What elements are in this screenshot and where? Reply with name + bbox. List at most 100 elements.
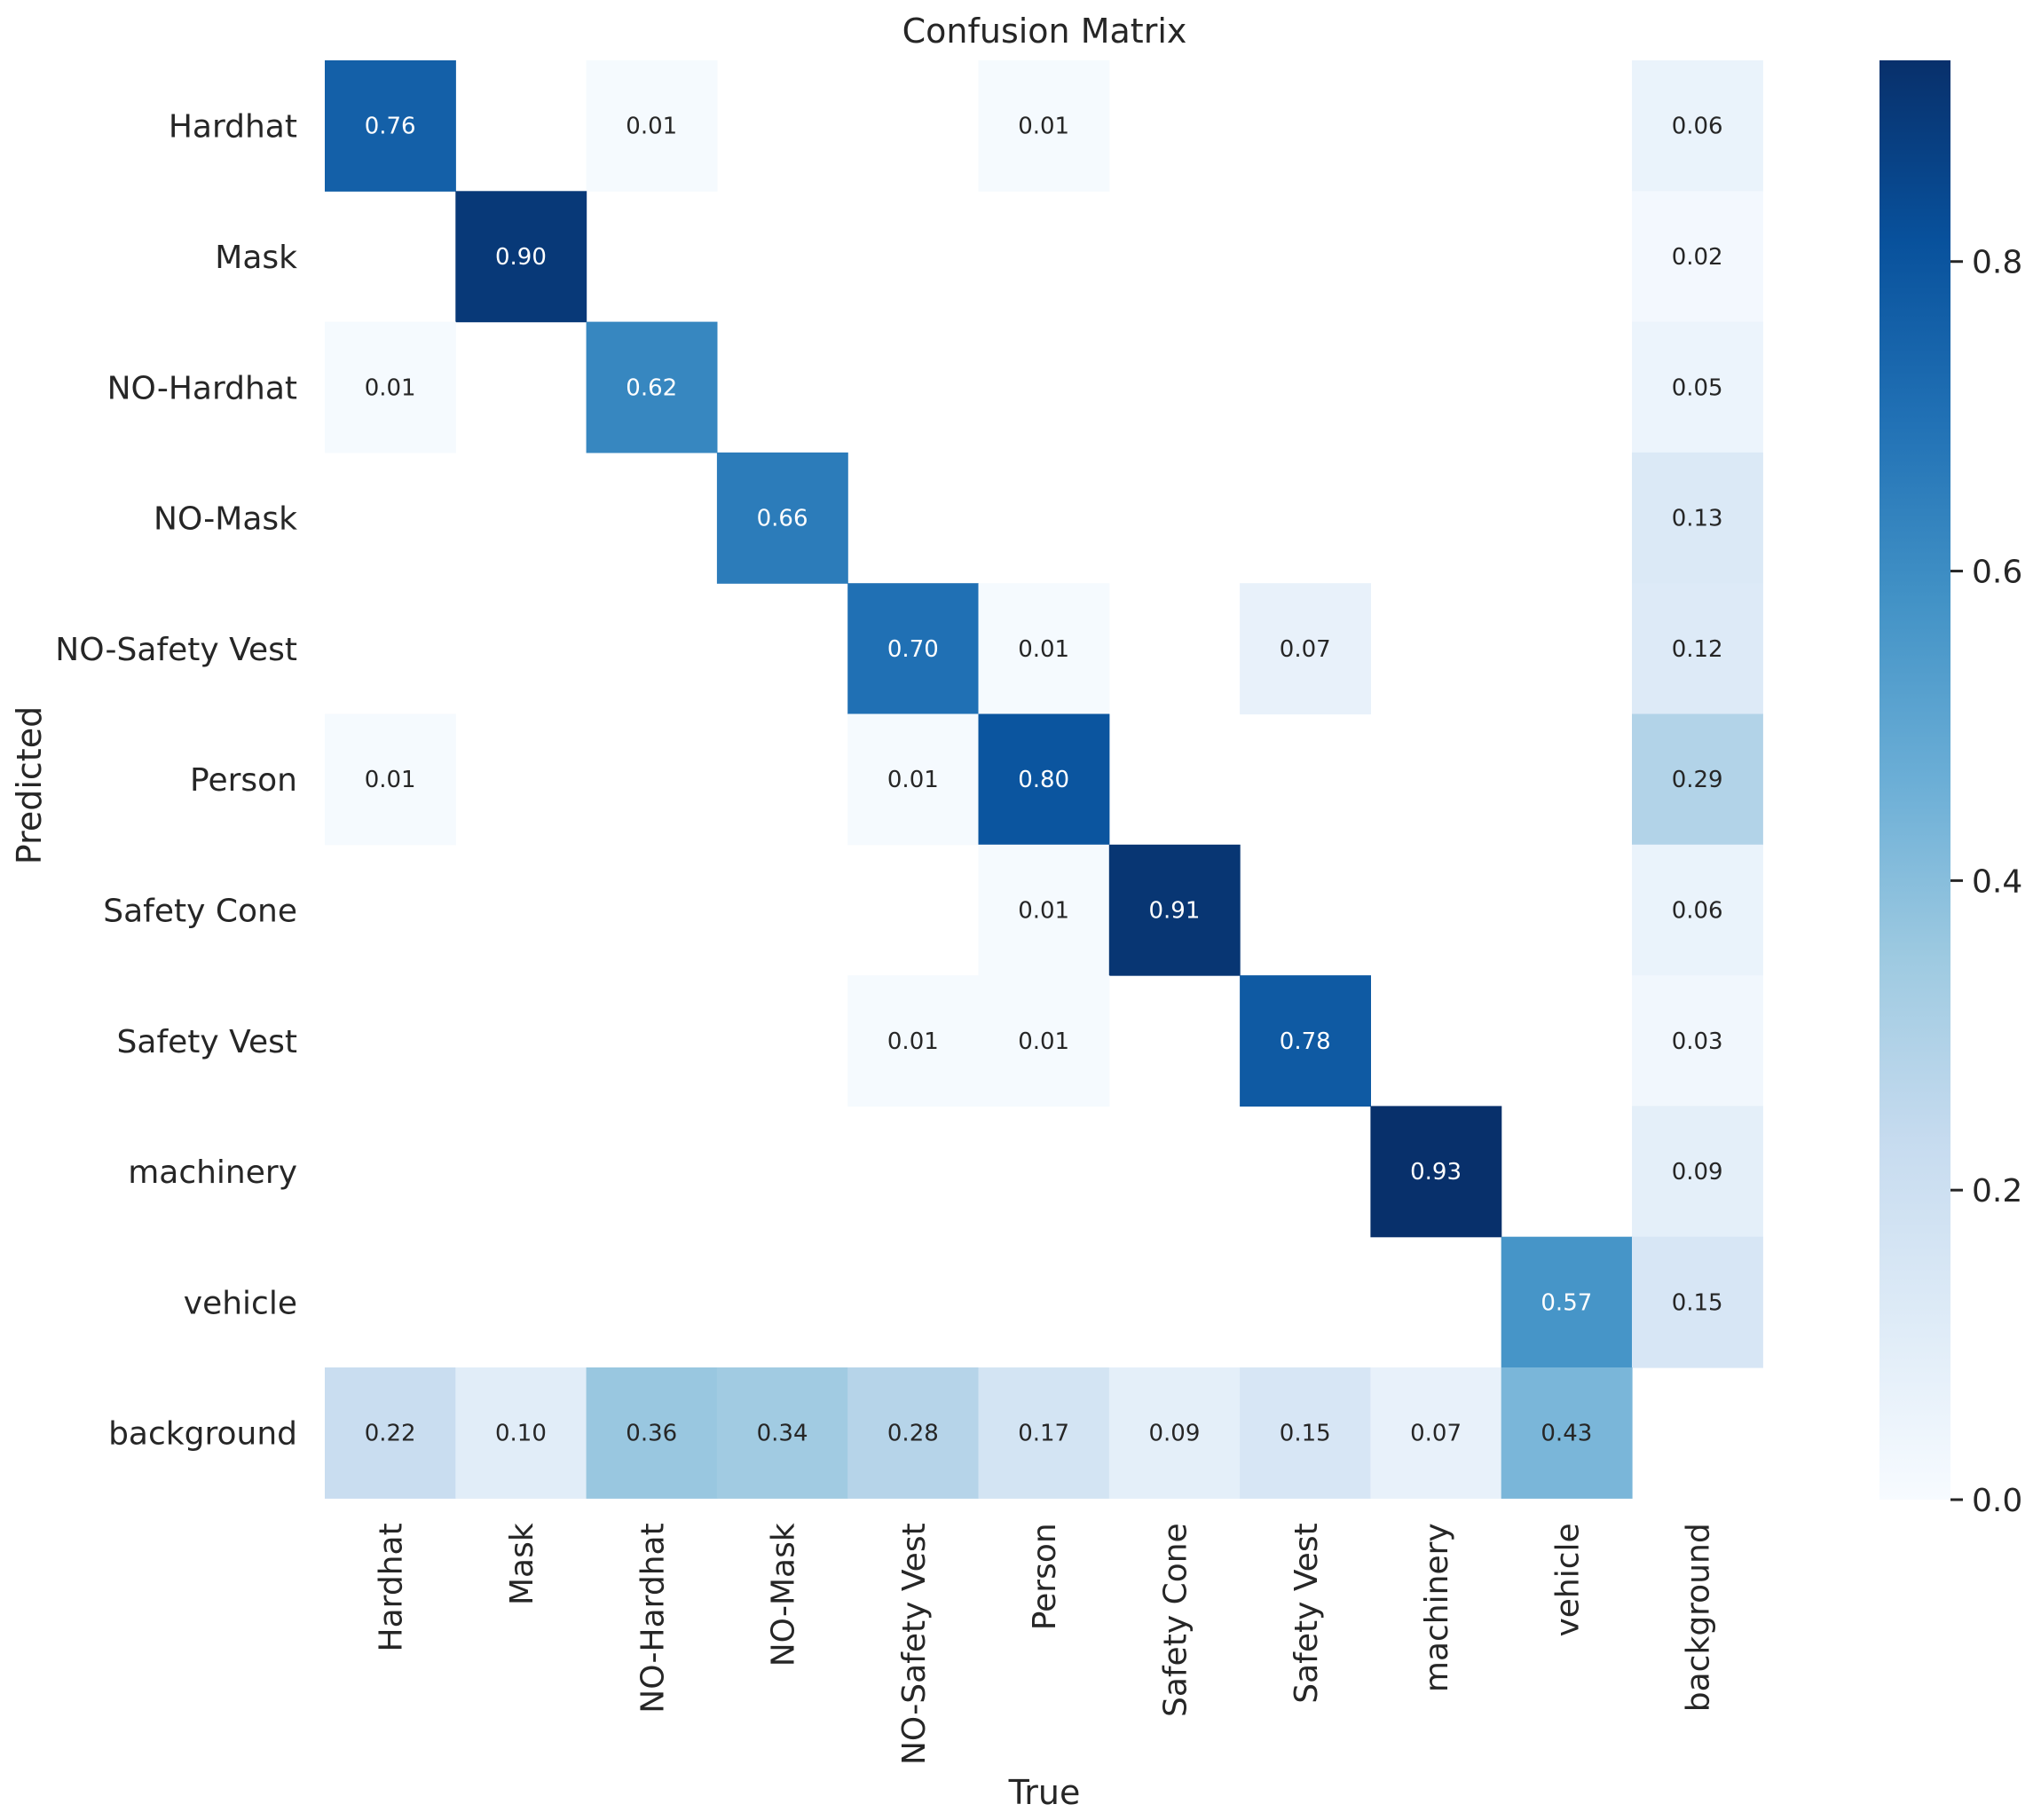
cell-value-label: 0.22 [365,1421,416,1447]
cell-value-label: 0.07 [1410,1421,1462,1447]
heatmap-cell [586,321,718,453]
cell-value-label: 0.70 [887,636,939,663]
y-axis-label: Predicted [10,706,49,864]
heatmap-cell [978,60,1110,192]
heatmap-cell [1632,60,1763,192]
cell-value-label: 0.01 [887,1028,939,1055]
cell-value-label: 0.29 [1672,767,1723,793]
cell-value-label: 0.01 [1018,114,1069,140]
heatmap-cell [325,60,456,192]
heatmap-cell [455,1367,587,1499]
colorbar-tick-label: 0.4 [1972,863,2022,900]
x-tick-label: NO-Mask [766,1523,802,1666]
x-tick-label: Hardhat [374,1523,410,1651]
heatmap-cell [325,321,456,453]
heatmap-cell [1240,583,1371,715]
cell-value-label: 0.09 [1672,1159,1723,1186]
chart-title: Confusion Matrix [902,12,1187,51]
cell-value-label: 0.01 [365,374,416,401]
cell-value-label: 0.10 [495,1421,547,1447]
x-tick-label: NO-Hardhat [634,1523,671,1713]
colorbar [1879,60,1950,1500]
cell-value-label: 0.03 [1672,1028,1723,1055]
heatmap-cell [1632,452,1763,584]
heatmap-cell [325,1367,456,1499]
cell-value-label: 0.76 [365,114,416,140]
heatmap-cell [847,975,980,1107]
heatmap-cell [586,60,718,192]
x-tick-label: Person [1027,1523,1063,1630]
cell-value-label: 0.15 [1672,1289,1723,1316]
heatmap-cell [1632,191,1763,323]
cell-value-label: 0.05 [1672,374,1723,401]
heatmap-cell [978,713,1110,846]
cell-value-label: 0.12 [1672,636,1723,663]
y-tick-label: Safety Vest [117,1024,297,1060]
cell-value-label: 0.09 [1149,1421,1201,1447]
cell-value-label: 0.57 [1541,1289,1592,1316]
cell-value-label: 0.90 [495,244,547,271]
cell-value-label: 0.01 [1018,636,1069,663]
heatmap-cell [1501,1236,1633,1368]
heatmap-cell [1108,844,1241,976]
x-tick-label: vehicle [1549,1523,1586,1636]
heatmap-cells [325,60,1763,1499]
cell-value-label: 0.28 [887,1421,939,1447]
y-tick-label: Hardhat [169,109,297,146]
heatmap-cell [1370,1367,1502,1499]
cell-value-label: 0.17 [1018,1421,1069,1447]
x-tick-label: machinery [1419,1523,1455,1692]
y-tick-label: background [108,1416,297,1453]
heatmap-cell [716,452,848,584]
heatmap-cell [1370,1106,1502,1238]
heatmap-cell [1501,1367,1633,1499]
cell-value-label: 0.13 [1672,506,1723,532]
y-tick-label: NO-Safety Vest [55,632,297,668]
cell-value-label: 0.01 [365,767,416,793]
y-tick-label: Person [190,762,297,799]
cell-value-label: 0.93 [1410,1159,1462,1186]
heatmap-cell [1632,1236,1763,1368]
heatmap-cell [978,975,1110,1107]
x-tick-labels: Hardhat Mask NO-Hardhat NO-Mask NO-Safety Ve… [374,1523,1717,1765]
x-tick-label: Safety Cone [1157,1523,1194,1717]
cell-value-label: 0.06 [1672,114,1723,140]
heatmap-cell [455,191,587,323]
cell-value-label: 0.43 [1541,1421,1592,1447]
colorbar-tick-label: 0.2 [1972,1173,2022,1209]
heatmap-cell [1632,844,1763,976]
cell-value-label: 0.91 [1149,897,1201,924]
colorbar-ticks: 0.0 0.2 0.4 0.6 0.8 [1950,245,2022,1519]
heatmap-cell [978,844,1110,976]
cell-value-label: 0.34 [757,1421,808,1447]
heatmap-cell [847,1367,980,1499]
heatmap-cell [847,713,980,846]
colorbar-tick-label: 0.0 [1972,1483,2022,1519]
y-tick-label: vehicle [184,1285,297,1321]
cell-value-label: 0.62 [626,374,677,401]
cell-value-label: 0.66 [757,506,808,532]
y-tick-label: machinery [128,1154,297,1191]
cell-value-label: 0.06 [1672,897,1723,924]
x-tick-label: Mask [504,1523,540,1605]
y-tick-label: NO-Hardhat [107,370,297,406]
cell-value-label: 0.15 [1280,1421,1331,1447]
y-tick-labels: Hardhat Mask NO-Hardhat NO-Mask NO-Safety Ve… [55,109,297,1453]
heatmap-cell [586,1367,718,1499]
cell-annotations: 0.76 0.01 0.01 0.06 0.90 0.02 0.01 0.62 0.05 0.66… [365,114,1723,1447]
cell-value-label: 0.36 [626,1421,677,1447]
cell-value-label: 0.01 [1018,1028,1069,1055]
heatmap-cell [847,583,980,715]
x-tick-label: background [1681,1523,1717,1712]
colorbar-tick-label: 0.8 [1972,245,2022,281]
y-tick-label: Safety Cone [103,893,297,929]
cell-value-label: 0.01 [887,767,939,793]
heatmap-cell [1632,321,1763,453]
heatmap-cell [716,1367,848,1499]
x-axis-label: True [1008,1773,1081,1812]
cell-value-label: 0.80 [1018,767,1069,793]
heatmap-cell [325,713,456,846]
heatmap-cell [1632,1106,1763,1238]
heatmap-cell [1632,713,1763,846]
